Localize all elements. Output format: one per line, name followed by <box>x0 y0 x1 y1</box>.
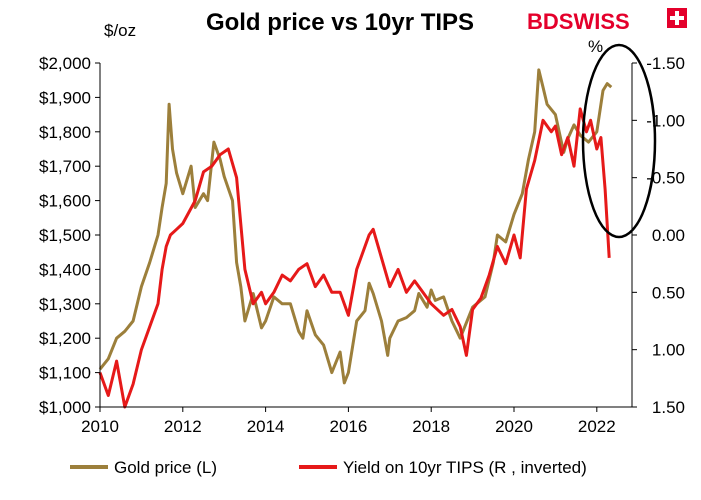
legend-label-tips: Yield on 10yr TIPS (R , inverted) <box>343 458 587 477</box>
x-tick-label: 2014 <box>247 417 285 436</box>
x-tick-label: 2020 <box>495 417 533 436</box>
left-tick-label: $1,200 <box>39 329 91 348</box>
left-tick-label: $1,000 <box>39 398 91 417</box>
left-tick-label: $1,400 <box>39 260 91 279</box>
left-tick-label: $1,800 <box>39 123 91 142</box>
x-axis-ticks: 2010 2012 2014 2016 2018 2020 2022 <box>81 407 616 436</box>
left-tick-label: $1,100 <box>39 364 91 383</box>
highlight-ellipse <box>581 43 657 239</box>
left-axis-unit: $/oz <box>104 21 136 40</box>
right-tick-label: 0.00 <box>652 226 685 245</box>
right-tick-label: -1.50 <box>646 54 685 73</box>
right-tick-label: 0.50 <box>652 283 685 302</box>
right-axis-ticks: -1.50 -1.00 -0.50 0.00 0.50 1.00 1.50 <box>632 54 685 417</box>
right-tick-label: -1.00 <box>646 111 685 130</box>
left-tick-label: $1,500 <box>39 226 91 245</box>
x-tick-label: 2010 <box>81 417 119 436</box>
left-axis-ticks: $1,000 $1,100 $1,200 $1,300 $1,400 $1,500 $1,6… <box>39 54 100 417</box>
right-tick-label: -0.50 <box>646 169 685 188</box>
left-tick-label: $2,000 <box>39 54 91 73</box>
right-axis-unit: % <box>588 37 603 56</box>
chart-title: Gold price vs 10yr TIPS <box>206 9 474 36</box>
x-tick-label: 2016 <box>329 417 367 436</box>
right-tick-label: 1.00 <box>652 341 685 360</box>
legend: Gold price (L) Yield on 10yr TIPS (R , i… <box>70 458 587 477</box>
logo-cross-h <box>670 16 684 20</box>
x-tick-label: 2018 <box>412 417 450 436</box>
left-tick-label: $1,300 <box>39 295 91 314</box>
left-tick-label: $1,900 <box>39 88 91 107</box>
x-tick-label: 2022 <box>578 417 616 436</box>
x-tick-label: 2012 <box>164 417 202 436</box>
bdswiss-logo: BDSWISS <box>527 8 687 34</box>
left-tick-label: $1,700 <box>39 157 91 176</box>
left-tick-label: $1,600 <box>39 192 91 211</box>
series-line-tips-yield <box>98 107 611 409</box>
series-line-gold-price <box>98 68 613 385</box>
legend-label-gold: Gold price (L) <box>114 458 217 477</box>
right-tick-label: 1.50 <box>652 398 685 417</box>
series-layer <box>98 68 613 409</box>
logo-text: BDSWISS <box>527 9 630 34</box>
